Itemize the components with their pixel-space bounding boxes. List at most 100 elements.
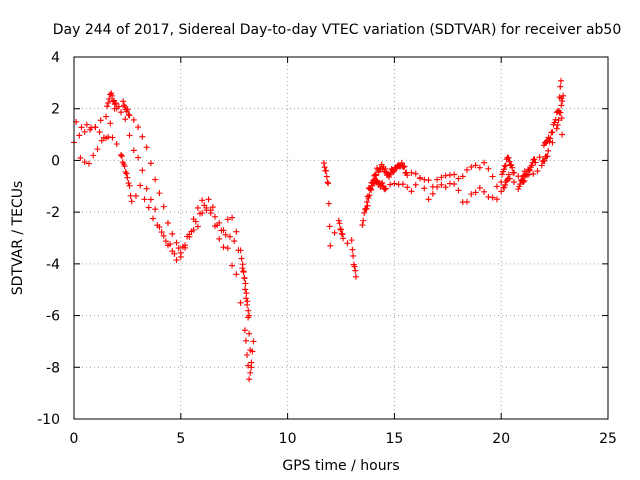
data-point (175, 245, 182, 252)
data-point (135, 124, 142, 131)
data-point (105, 133, 112, 140)
grid-lines (74, 57, 608, 419)
data-point (326, 223, 333, 230)
x-tick-labels: 0 5 10 15 20 25 (70, 431, 617, 447)
x-tick-label: 15 (385, 431, 403, 447)
data-point (139, 133, 146, 140)
data-point (364, 202, 371, 209)
data-point (323, 173, 330, 180)
data-point (544, 153, 551, 160)
data-point (446, 172, 453, 179)
data-point (240, 269, 247, 276)
data-point (541, 157, 548, 164)
data-point (338, 226, 344, 233)
y-tick-label: -2 (46, 205, 60, 221)
data-point (105, 99, 112, 106)
y-tick-label: -4 (46, 257, 60, 273)
data-point (359, 222, 366, 229)
data-point (141, 196, 148, 203)
series-sat-g (498, 77, 566, 186)
data-point (505, 171, 512, 178)
data-point (404, 184, 411, 191)
data-point (425, 196, 432, 203)
data-point (242, 337, 249, 344)
data-point (197, 210, 204, 217)
data-point (122, 169, 129, 176)
data-point (387, 170, 394, 177)
data-point (247, 347, 254, 354)
data-point (493, 196, 500, 203)
data-point (366, 192, 373, 199)
data-point (323, 167, 330, 174)
data-point (218, 227, 225, 234)
data-point (169, 230, 176, 237)
data-point (209, 204, 216, 211)
series-sat-a (71, 90, 257, 383)
data-point (530, 170, 537, 177)
data-point (152, 176, 159, 183)
data-point (248, 364, 255, 371)
data-point (77, 154, 84, 161)
data-point (546, 138, 553, 145)
data-point (331, 229, 338, 236)
data-point (243, 295, 250, 302)
data-point (555, 117, 562, 124)
data-point (481, 188, 488, 195)
data-point (108, 90, 115, 97)
data-point (152, 206, 159, 213)
data-point (205, 196, 212, 203)
data-point (201, 202, 208, 209)
data-point (246, 330, 253, 337)
data-point (250, 338, 257, 345)
x-tick-label: 5 (176, 431, 185, 447)
data-point (558, 102, 565, 109)
data-point (238, 255, 245, 262)
data-point (538, 162, 545, 169)
data-point (132, 192, 139, 199)
data-point (352, 273, 359, 280)
data-point (464, 166, 471, 173)
data-point (489, 173, 496, 180)
data-point (107, 120, 114, 127)
data-point (127, 192, 134, 199)
data-point (417, 174, 424, 181)
data-point (235, 247, 242, 254)
data-point (336, 220, 343, 227)
data-point (241, 275, 248, 282)
data-point (361, 209, 368, 216)
data-point (115, 103, 122, 110)
data-point (412, 181, 419, 188)
data-point (229, 262, 236, 269)
data-point (442, 184, 449, 191)
y-tick-label: 2 (51, 102, 60, 118)
data-point (525, 171, 532, 178)
data-point (211, 213, 218, 220)
data-point (147, 196, 154, 203)
data-point (370, 179, 377, 186)
data-point (519, 173, 526, 180)
data-point (124, 174, 131, 181)
data-point (128, 198, 135, 205)
data-point (106, 95, 113, 102)
data-point (451, 171, 458, 178)
data-point (139, 167, 146, 174)
data-point (464, 198, 471, 205)
data-point (506, 175, 513, 182)
data-point (120, 98, 127, 105)
data-point (401, 163, 408, 170)
data-point (92, 124, 99, 131)
data-point (549, 129, 556, 136)
data-point (387, 181, 394, 188)
data-point (498, 188, 505, 195)
data-point (363, 205, 370, 212)
data-point (126, 132, 133, 139)
data-point (553, 125, 560, 132)
data-point (246, 312, 253, 319)
data-point (559, 98, 566, 105)
data-point (360, 217, 367, 224)
data-point (489, 194, 496, 201)
y-tick-label: -6 (46, 309, 60, 325)
data-point (173, 239, 180, 246)
data-point (349, 246, 356, 253)
data-point (373, 172, 380, 179)
